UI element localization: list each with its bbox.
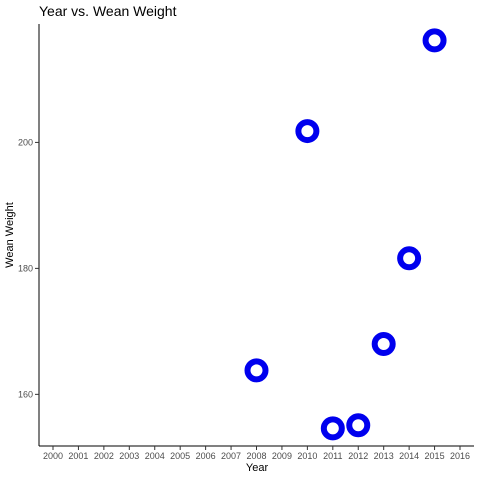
data-point [244,358,269,383]
x-tick-label: 2010 [297,451,317,461]
data-point [397,246,422,271]
x-tick-label: 2015 [425,451,445,461]
x-tick-label: 2000 [43,451,63,461]
x-tick-label: 2004 [145,451,165,461]
x-tick-label: 2009 [272,451,292,461]
x-tick-label: 2012 [348,451,368,461]
y-axis-title: Wean Weight [4,202,16,268]
x-tick-label: 2014 [399,451,419,461]
x-axis-title: Year [246,462,269,474]
x-tick-label: 2005 [170,451,190,461]
x-tick-label: 2016 [450,451,470,461]
data-point [320,416,345,441]
data-point [346,413,371,438]
x-tick-label: 2006 [196,451,216,461]
x-tick-label: 2002 [94,451,114,461]
x-tick-label: 2011 [323,451,342,461]
data-points [244,28,447,441]
data-point [422,28,447,53]
y-tick-label: 160 [18,389,33,399]
y-tick-label: 200 [18,137,33,147]
x-tick-label: 2013 [374,451,394,461]
data-point [371,331,396,356]
x-axis: 2000 2001 2002 2003 2004 2005 2006 2007 2008 2009… [39,445,474,461]
y-axis: 160 180 200 [18,24,40,446]
x-tick-label: 2001 [68,451,88,461]
x-tick-label: 2003 [119,451,139,461]
x-tick-label: 2007 [221,451,241,461]
chart-title: Year vs. Wean Weight [39,3,177,19]
y-tick-label: 180 [18,263,33,273]
data-point [295,119,320,144]
x-tick-label: 2008 [246,451,266,461]
